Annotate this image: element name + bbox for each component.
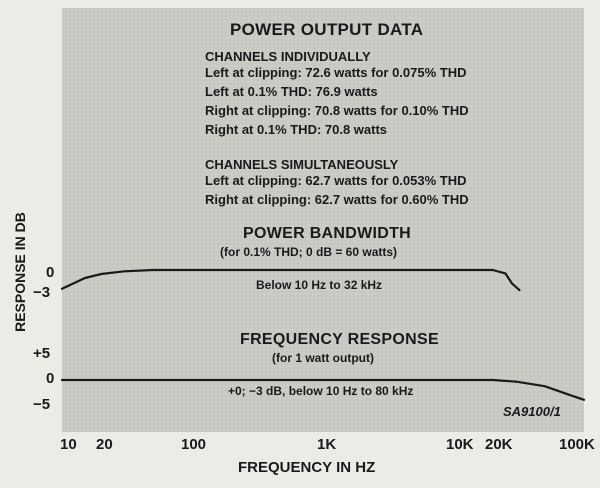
individual-line-2: Left at 0.1% THD: 76.9 watts bbox=[205, 84, 378, 99]
simultaneous-line-2: Right at clipping: 62.7 watts for 0.60% … bbox=[205, 192, 469, 207]
xtick-10k: 10K bbox=[446, 436, 474, 453]
power-bandwidth-annotation: Below 10 Hz to 32 kHz bbox=[256, 278, 383, 292]
figure-code: SA9100/1 bbox=[503, 404, 561, 419]
frequency-response-subtitle: (for 1 watt output) bbox=[272, 351, 374, 365]
frequency-response-title: FREQUENCY RESPONSE bbox=[240, 331, 439, 348]
xtick-100: 100 bbox=[181, 436, 207, 453]
pb-ytick-0: 0 bbox=[46, 264, 55, 281]
individual-line-3: Right at clipping: 70.8 watts for 0.10% … bbox=[205, 103, 469, 118]
xtick-10: 10 bbox=[60, 436, 77, 453]
individual-line-1: Left at clipping: 72.6 watts for 0.075% … bbox=[205, 65, 467, 80]
power-bandwidth-curve bbox=[60, 268, 521, 292]
x-axis-label: FREQUENCY IN HZ bbox=[238, 459, 376, 476]
power-bandwidth-title: POWER BANDWIDTH bbox=[243, 225, 412, 242]
channels-simultaneously-heading: CHANNELS SIMULTANEOUSLY bbox=[205, 157, 399, 172]
xtick-20k: 20K bbox=[485, 436, 513, 453]
fr-ytick-minus5: −5 bbox=[33, 396, 51, 413]
power-bandwidth-subtitle: (for 0.1% THD; 0 dB = 60 watts) bbox=[220, 245, 398, 259]
simultaneous-line-1: Left at clipping: 62.7 watts for 0.053% … bbox=[205, 173, 467, 188]
chart-panel bbox=[62, 8, 584, 432]
xtick-100k: 100K bbox=[559, 436, 595, 453]
xtick-1k: 1K bbox=[317, 436, 337, 453]
frequency-response-annotation: +0; −3 dB, below 10 Hz to 80 kHz bbox=[228, 384, 414, 398]
individual-line-4: Right at 0.1% THD: 70.8 watts bbox=[205, 122, 388, 137]
frequency-response-curve bbox=[60, 378, 586, 401]
xtick-20: 20 bbox=[96, 436, 113, 453]
power-output-title: POWER OUTPUT DATA bbox=[230, 20, 424, 39]
fr-ytick-plus5: +5 bbox=[33, 345, 51, 362]
channels-individually-heading: CHANNELS INDIVIDUALLY bbox=[205, 49, 371, 64]
fr-ytick-0: 0 bbox=[46, 370, 55, 387]
pb-ytick-minus3: −3 bbox=[33, 284, 51, 301]
